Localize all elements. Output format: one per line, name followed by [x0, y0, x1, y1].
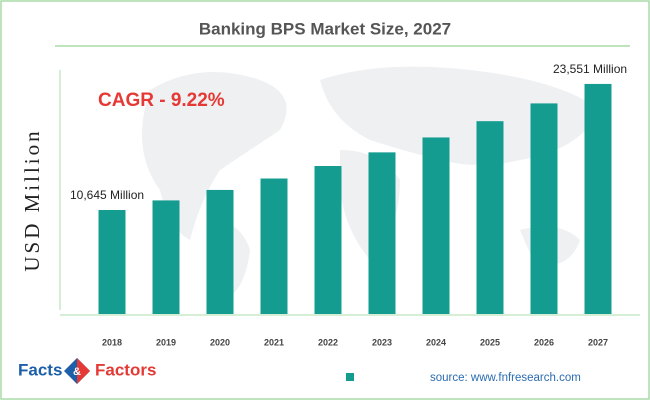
x-tick-label: 2024 — [426, 337, 446, 347]
x-tick-label: 2026 — [534, 337, 554, 347]
logo-icon-half — [77, 358, 90, 384]
x-tick-label: 2025 — [480, 337, 500, 347]
bar — [206, 189, 234, 314]
x-tick-label: 2019 — [156, 337, 176, 347]
source: source: www.fnfresearch.com — [430, 372, 581, 384]
y-axis-label: USD Million — [20, 128, 44, 271]
logo-left: Facts — [18, 360, 62, 379]
bar — [260, 178, 288, 314]
bar — [422, 137, 450, 314]
x-tick-label: 2027 — [588, 337, 608, 347]
cagr-annotation: CAGR - 9.22% — [98, 90, 225, 111]
bar — [98, 210, 126, 314]
logo-middle: & — [73, 366, 81, 378]
logo: Facts & Factors — [18, 358, 156, 384]
value-label: 23,551 Million — [553, 62, 627, 76]
x-tick-label: 2021 — [264, 337, 284, 347]
legend-swatch — [346, 373, 354, 381]
bar — [584, 83, 612, 315]
x-tick-label: 2022 — [318, 337, 338, 347]
bar — [368, 152, 396, 314]
x-tick-label: 2023 — [372, 337, 392, 347]
x-tick-label: 2020 — [210, 337, 230, 347]
bar — [314, 166, 342, 314]
bar — [152, 200, 180, 314]
chart-title: Banking BPS Market Size, 2027 — [199, 19, 451, 38]
x-tick-label: 2018 — [102, 337, 122, 347]
logo-right: Factors — [95, 360, 156, 379]
bar — [530, 103, 558, 314]
bar — [476, 121, 504, 314]
value-label: 10,645 Million — [70, 188, 144, 202]
